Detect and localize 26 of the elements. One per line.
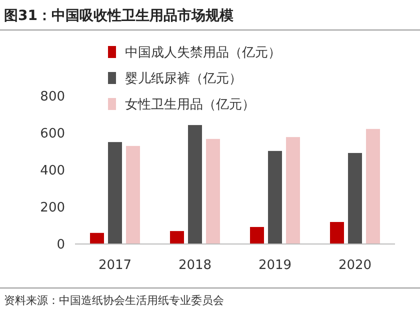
x-tick-label: 2018 [178, 258, 212, 273]
y-tick-label: 800 [40, 90, 65, 105]
text: 资料来源：中国造纸协会生活用纸专业委员会 [4, 294, 224, 307]
chart-title: 图31：中国吸收性卫生用品市场规模 [4, 7, 234, 24]
bar [170, 231, 184, 244]
legend-label: 女性卫生用品（亿元） [125, 98, 255, 113]
y-tick-label: 400 [40, 164, 65, 179]
bar [366, 128, 380, 244]
x-tick-label: 2019 [258, 258, 292, 273]
legend-label: 中国成人失禁用品（亿元） [125, 46, 281, 61]
bar [330, 222, 344, 244]
legend-label: 婴儿纸尿裤（亿元） [125, 72, 242, 87]
y-tick-label: 0 [56, 238, 65, 253]
bar [108, 142, 122, 244]
bar [188, 125, 202, 244]
x-tick-label: 2017 [98, 258, 132, 273]
bar [126, 146, 140, 244]
x-tick-label: 2020 [338, 258, 372, 273]
bar [268, 150, 282, 244]
y-tick-label: 200 [40, 200, 65, 216]
y-tick-label: 600 [40, 126, 65, 142]
bar [286, 137, 300, 244]
bar [348, 152, 362, 244]
bar [250, 226, 264, 244]
bar [206, 138, 220, 244]
bar [90, 232, 104, 244]
